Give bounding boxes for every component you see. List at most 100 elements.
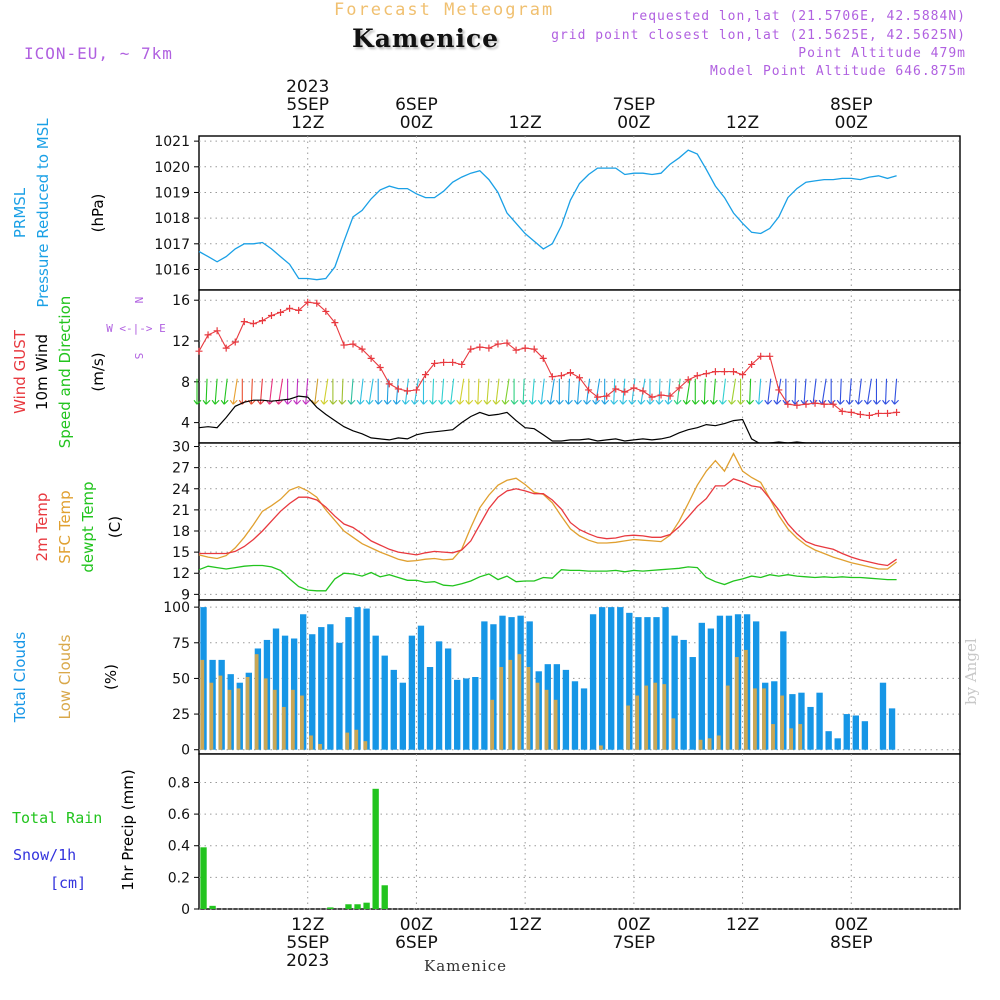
gust-marker xyxy=(693,372,701,380)
wind-arrow-head xyxy=(250,399,256,405)
wind-arrow-head xyxy=(549,399,555,405)
requested-coords: requested lon,lat (21.5706E, 42.5884N) xyxy=(630,9,966,24)
low-cloud-bar xyxy=(499,667,504,750)
wind-arrow xyxy=(555,378,564,405)
low-cloud-bar xyxy=(245,677,250,750)
gust-marker xyxy=(485,344,493,352)
total-cloud-bar xyxy=(834,738,841,750)
wind-arrow-shaft xyxy=(857,378,862,405)
gust-marker xyxy=(539,354,547,362)
gust-marker xyxy=(711,368,719,376)
top-time-label: 12Z xyxy=(726,113,759,133)
low-cloud-bar xyxy=(743,649,748,750)
wind-arrow-head xyxy=(691,399,696,405)
wind-arrow xyxy=(302,378,311,405)
total-cloud-bar xyxy=(562,669,570,750)
total-cloud-bar xyxy=(608,607,615,750)
gust-marker xyxy=(349,340,357,348)
low-cloud-bar xyxy=(698,739,703,750)
wind-arrow xyxy=(592,378,601,405)
rain-bar xyxy=(354,904,361,909)
gust-marker xyxy=(557,372,565,380)
bottom-time-label: 8SEP xyxy=(830,933,873,953)
total-cloud-bar xyxy=(644,617,651,750)
low-cloud-bar xyxy=(671,718,676,750)
total-cloud-bar xyxy=(309,634,316,750)
gust-marker xyxy=(258,317,266,325)
wind-arrow xyxy=(755,378,764,405)
wind-arrow-shaft xyxy=(595,378,601,405)
precip-frame xyxy=(198,753,961,910)
wind-arrow-head xyxy=(410,399,415,405)
wind-arrow-head xyxy=(193,399,198,405)
wind-arrow-head xyxy=(531,399,537,405)
gust-marker xyxy=(394,385,402,393)
rain-bar xyxy=(345,904,352,909)
gust-marker xyxy=(295,306,303,314)
gust-marker xyxy=(884,409,892,417)
gust-marker xyxy=(340,341,348,349)
wind-arrow-head xyxy=(755,399,760,405)
precip-ytick-label: 0.2 xyxy=(168,870,190,886)
gust-marker xyxy=(286,304,294,312)
low-cloud-bar xyxy=(707,738,712,750)
low-cloud-bar xyxy=(789,728,794,750)
temperature-ytick-label: 21 xyxy=(172,503,190,519)
wind-arrow xyxy=(383,378,392,405)
total-cloud-bar xyxy=(336,642,343,750)
gust-marker xyxy=(603,392,611,400)
gust-marker xyxy=(322,307,330,315)
low-cloud-bar xyxy=(363,741,368,750)
wind-arrow xyxy=(709,378,718,405)
wind-arrow xyxy=(646,378,655,405)
wind-arrow-head xyxy=(601,399,606,405)
low-cloud-bar xyxy=(318,744,322,750)
wind-frame xyxy=(198,289,961,444)
total-cloud-bar xyxy=(399,682,407,750)
low-cloud-bar xyxy=(309,735,313,750)
total-cloud-bar xyxy=(716,615,724,750)
gust-marker xyxy=(231,338,239,346)
wind-arrow xyxy=(546,378,555,405)
gust-marker xyxy=(585,386,593,394)
wind-arrow-head xyxy=(278,399,283,405)
wind-arrow-head xyxy=(528,399,533,405)
wind-arrow-shaft xyxy=(395,378,399,405)
gust-marker xyxy=(793,401,801,409)
wind-arrow-shaft xyxy=(884,378,888,405)
wind-arrow-head xyxy=(857,399,863,405)
rain-bar xyxy=(200,847,207,909)
wind-arrow xyxy=(863,378,872,405)
point-altitude: Point Altitude 479m xyxy=(798,46,966,61)
gust-marker xyxy=(838,407,846,415)
clouds-unit-label: (%) xyxy=(102,664,120,690)
gust-marker xyxy=(385,380,393,388)
model-label: ICON-EU, ~ 7km xyxy=(24,44,173,63)
wind-arrow-head xyxy=(568,399,573,405)
wind-arrow-head xyxy=(305,399,311,405)
wind-arrow-shaft xyxy=(613,378,616,405)
compass-east-west: W <-|-> E xyxy=(106,322,166,335)
wind-arrow-head xyxy=(622,399,628,405)
bottom-time-label: 00Z xyxy=(835,915,868,935)
total-cloud-bar xyxy=(363,608,370,750)
wind-arrow xyxy=(537,378,546,405)
wind-arrow-head xyxy=(800,399,805,405)
pressure-frame xyxy=(198,135,961,291)
wind-arrow-head xyxy=(383,399,388,405)
wind-arrow-shaft xyxy=(522,378,525,405)
wind-arrow-shaft xyxy=(504,378,510,405)
wind-arrow-head xyxy=(555,399,560,405)
wind-arrow xyxy=(764,378,773,405)
wind-arrow-head xyxy=(773,399,778,405)
low-cloud-bar xyxy=(644,685,649,750)
wind-arrow xyxy=(347,378,356,405)
wind-arrow-shaft xyxy=(749,378,752,405)
total-cloud-bar xyxy=(381,655,388,750)
wind-arrow xyxy=(193,378,202,405)
t2m-label: 2m Temp xyxy=(33,493,51,562)
gust-marker xyxy=(576,374,583,382)
wind-arrow-head xyxy=(655,399,660,405)
precip-panel: 0 0.2 0.4 0.6 0.8 xyxy=(168,753,961,918)
wind-arrow xyxy=(510,378,519,405)
